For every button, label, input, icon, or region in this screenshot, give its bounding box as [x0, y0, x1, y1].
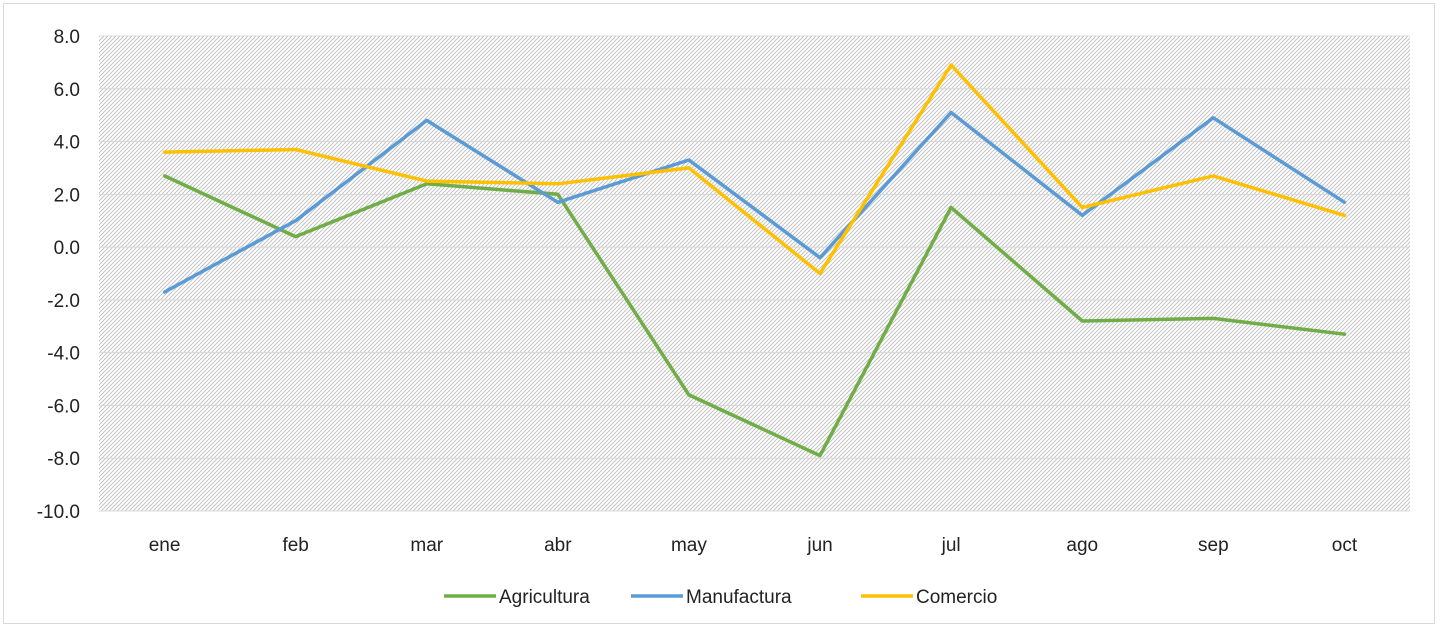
series-line-manufactura [162, 110, 1347, 294]
x-tick-label: oct [1332, 535, 1358, 556]
x-tick-label: feb [282, 535, 308, 556]
gridlines [99, 35, 1410, 512]
y-tick-label: -10.0 [37, 502, 80, 523]
x-tick-label: jun [806, 535, 832, 556]
y-axis-ticks: 8.0 6.0 4.0 2.0 0.0 -2.0 -4.0 -6.0 -8.0 -10.0 [37, 27, 80, 523]
line-chart: 8.0 6.0 4.0 2.0 0.0 -2.0 -4.0 -6.0 -8.0 -10.0 ene… [37, 27, 1410, 608]
chart-frame: 8.0 6.0 4.0 2.0 0.0 -2.0 -4.0 -6.0 -8.0 -10.0 ene… [3, 3, 1435, 624]
x-tick-label: ago [1066, 535, 1098, 556]
x-tick-label: jul [941, 535, 961, 556]
series-line-agricultura [162, 174, 1347, 458]
legend-label: Agricultura [499, 587, 590, 608]
x-tick-label: ene [149, 535, 181, 556]
legend: Agricultura Manufactura Comercio [444, 587, 997, 608]
x-tick-label: mar [410, 535, 443, 556]
plot-area [99, 36, 1410, 511]
y-tick-label: 4.0 [54, 133, 80, 154]
y-tick-label: -4.0 [47, 344, 80, 365]
legend-label: Manufactura [686, 587, 792, 608]
x-tick-label: sep [1198, 535, 1229, 556]
x-axis-ticks: ene feb mar abr may jun jul ago sep oct [149, 535, 1358, 556]
series-lines [162, 63, 1347, 458]
y-tick-label: -2.0 [47, 291, 80, 312]
series-line-comercio [162, 63, 1347, 276]
y-tick-label: -6.0 [47, 396, 80, 417]
y-tick-label: 2.0 [54, 185, 80, 206]
y-tick-label: -8.0 [47, 449, 80, 470]
x-tick-label: may [671, 535, 707, 556]
x-tick-label: abr [544, 535, 572, 556]
y-tick-label: 6.0 [54, 80, 80, 101]
y-tick-label: 0.0 [54, 238, 80, 259]
y-tick-label: 8.0 [54, 27, 80, 48]
legend-label: Comercio [916, 587, 997, 608]
